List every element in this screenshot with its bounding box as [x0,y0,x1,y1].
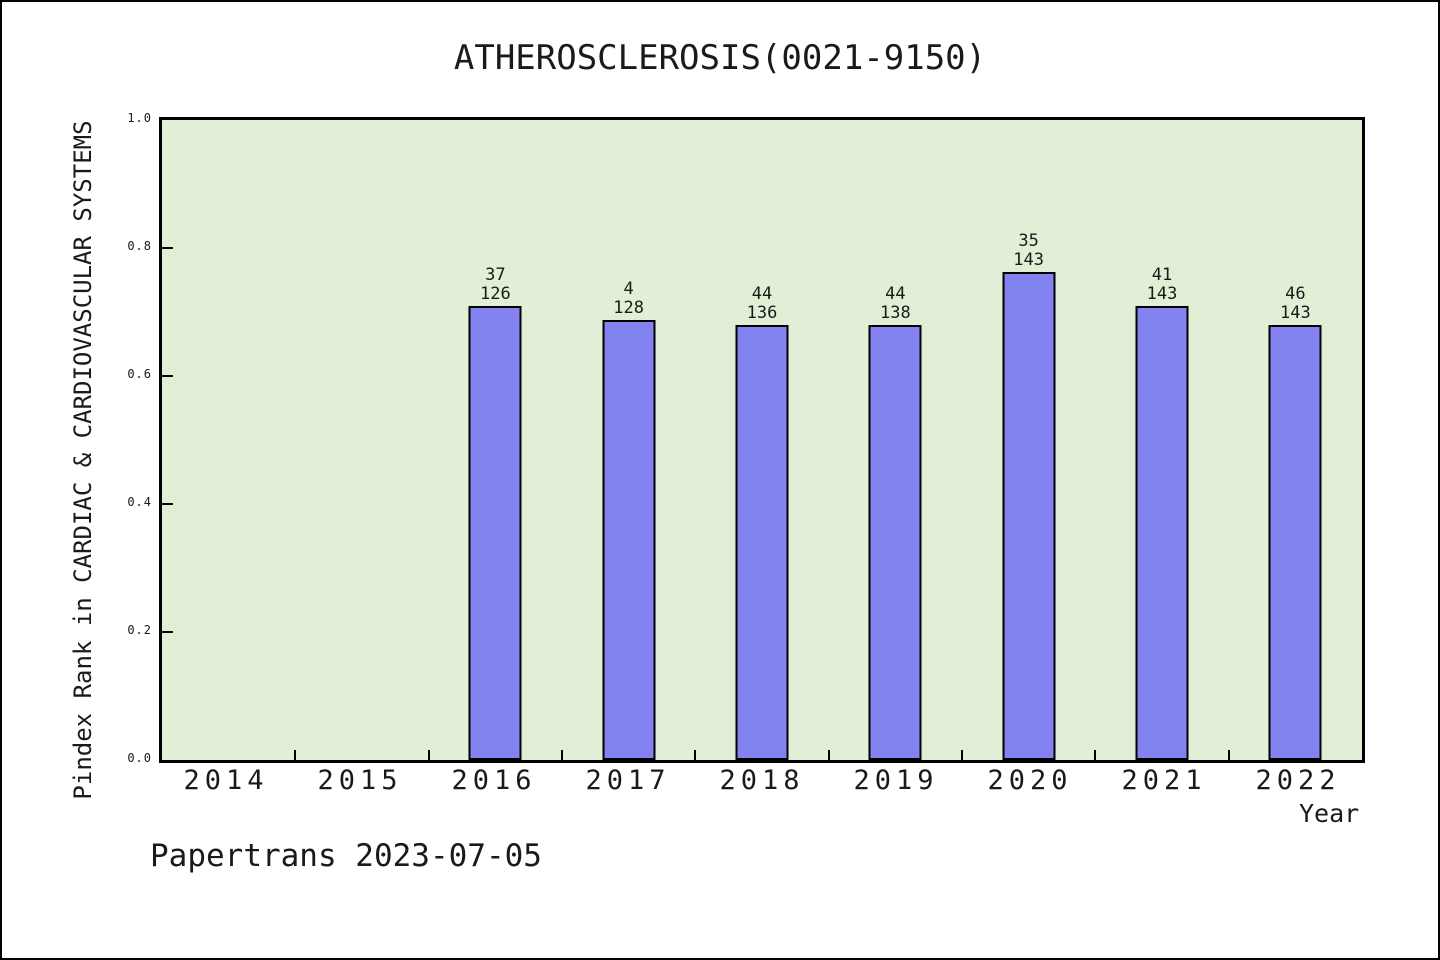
year-label-2021: 2021 [1121,765,1207,796]
y-tick-mark-0.6 [162,375,173,377]
y-tick-mark-0.8 [162,247,173,249]
x-tick-mark-4 [694,750,697,760]
bar-label-total-2016: 126 [479,284,511,304]
year-label-2022: 2022 [1255,765,1341,796]
y-tick-label-0.4: 0.4 [127,495,152,509]
bar-label-total-2021: 143 [1146,284,1178,304]
y-axis-tick-labels: 1.0 0.8 0.6 0.4 0.2 0.0 [2,111,152,765]
bar-2020 [1002,272,1056,760]
bar-label-total-2022: 143 [1279,303,1311,323]
bar-label-2018: 44 136 [747,285,778,323]
year-label-2014: 2014 [183,765,269,796]
plot-area: 37 126 4 128 44 136 44 138 35 143 41 143 46 143 [159,117,1365,763]
bar-2021 [1135,306,1189,760]
bar-2022 [1268,325,1322,760]
bar-label-rank-2016: 37 [485,265,506,285]
bar-label-rank-2020: 35 [1018,231,1039,251]
year-label-2019: 2019 [853,765,939,796]
bar-2016 [468,306,522,760]
bar-label-total-2019: 138 [879,303,911,323]
bar-label-rank-2021: 41 [1151,265,1173,285]
chart-title: ATHEROSCLEROSIS(0021-9150) [453,38,987,78]
y-tick-label-0.0: 0.0 [127,751,152,765]
x-axis-tick-labels: 2014 2015 2016 2017 2018 2019 2020 2021 2022 [159,765,1365,796]
bar-label-2017: 4 128 [613,280,644,318]
bar-label-total-2018: 136 [746,303,778,323]
y-tick-label-0.8: 0.8 [127,239,152,253]
bar-label-2016: 37 126 [480,266,511,304]
bar-label-2021: 41 143 [1147,266,1178,304]
year-label-2015: 2015 [317,765,403,796]
y-tick-mark-0.4 [162,503,173,505]
year-label-2018: 2018 [719,765,805,796]
bar-label-rank-2022: 46 [1285,284,1306,304]
bar-label-total-2017: 128 [613,298,645,318]
x-tick-mark-6 [961,750,963,760]
y-tick-mark-0.2 [162,631,173,633]
x-tick-mark-1 [294,750,297,760]
y-tick-label-0.6: 0.6 [127,367,152,381]
bar-2018 [735,325,789,760]
bar-label-2019: 44 138 [880,285,911,323]
x-tick-mark-7 [1094,750,1097,760]
x-axis-title: Year [1299,799,1360,828]
year-label-2016: 2016 [451,765,537,796]
year-label-2017: 2017 [585,765,671,796]
bar-label-total-2020: 143 [1013,250,1045,270]
x-tick-mark-2 [427,750,430,760]
bar-label-rank-2017: 4 [623,279,634,299]
year-label-2020: 2020 [987,765,1073,796]
bar-label-rank-2019: 44 [885,284,906,304]
bar-label-rank-2018: 44 [751,284,773,304]
x-tick-mark-5 [827,750,830,760]
y-tick-label-0.2: 0.2 [127,623,152,637]
footer-note: Papertrans 2023-07-05 [150,838,542,874]
bar-2019 [868,325,922,760]
x-tick-mark-8 [1227,750,1230,760]
bar-2017 [602,320,656,760]
bar-label-2020: 35 143 [1013,232,1044,270]
y-tick-label-1.0: 1.0 [127,111,152,125]
x-tick-mark-3 [561,750,563,760]
bar-label-2022: 46 143 [1280,285,1311,323]
